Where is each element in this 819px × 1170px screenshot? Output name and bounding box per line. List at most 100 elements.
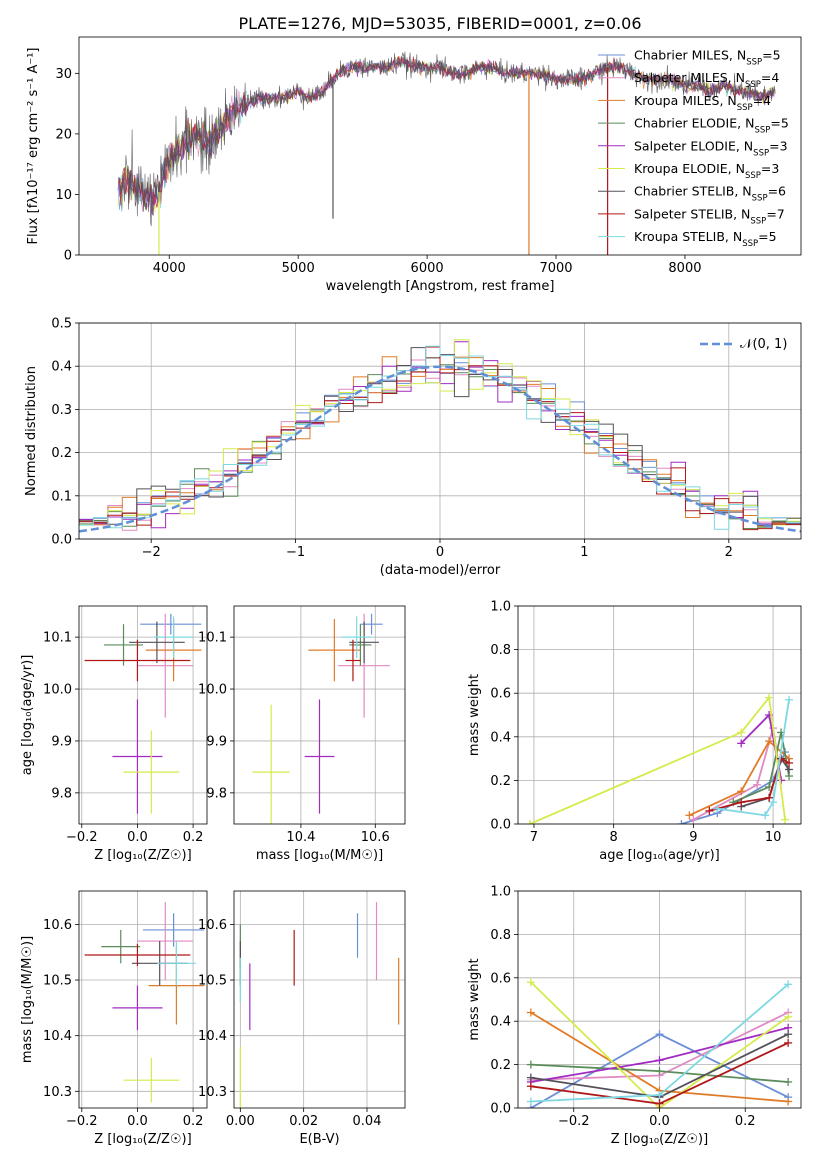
y-axis-label: mass [log₁₀(M/M☉)] xyxy=(20,936,35,1063)
tick-label-x: −0.2 xyxy=(66,830,98,845)
tick-label-y: 0.0 xyxy=(490,818,511,833)
plot-data xyxy=(79,339,801,539)
tick-label-x: 0 xyxy=(436,545,444,560)
plot-data xyxy=(239,902,400,1108)
tick-label-y: 10.4 xyxy=(198,1029,227,1044)
tick-label-y: 0.6 xyxy=(490,687,511,702)
legend-model-name: Chabrier MILES, N xyxy=(634,48,746,63)
tick-label-x: 6000 xyxy=(411,261,444,276)
axes-border xyxy=(517,605,802,825)
tick-label-x: 0.0 xyxy=(127,1114,148,1129)
y-axis-label: mass weight xyxy=(467,674,482,756)
tick-label-y: 0.8 xyxy=(490,643,511,658)
tick-label-y: 1.0 xyxy=(490,600,511,615)
legend-subscript: SSP xyxy=(750,216,766,226)
legend-nssp: =7 xyxy=(766,206,784,221)
gaussian-curve xyxy=(79,365,801,533)
plot-data xyxy=(84,613,202,814)
legend-nssp: =4 xyxy=(761,70,779,85)
tick-label-x: 1 xyxy=(580,545,588,560)
tick-label-y: 10.3 xyxy=(43,1085,72,1100)
tick-label-y: 10.0 xyxy=(198,683,227,698)
tick-label-x: 0.2 xyxy=(183,1114,204,1129)
legend-model-name: Chabrier ELODIE, N xyxy=(634,116,754,131)
tick-label-x: 5000 xyxy=(282,261,315,276)
legend-subscript: SSP xyxy=(752,194,768,204)
plot-data xyxy=(84,902,205,1103)
tick-label-x: 10 xyxy=(765,830,782,845)
plot-data xyxy=(117,51,776,255)
spectrum-line-7 xyxy=(118,55,775,208)
tick-label-y: 9.9 xyxy=(206,734,227,749)
tick-label-x: −0.2 xyxy=(558,1114,590,1129)
grid xyxy=(234,891,405,1108)
tick-label-x: 10.4 xyxy=(286,830,315,845)
tick-label-y: 0.5 xyxy=(51,317,72,332)
tick-label-y: 10.6 xyxy=(198,918,227,933)
axes-frame: −0.2 0.0 0.2 9.8 9.9 10.0 10.1 Z [log₁₀(Z/Z☉)] a… xyxy=(20,605,208,863)
legend-model-name: Kroupa ELODIE, N xyxy=(634,161,745,176)
tick-label-x: 0.2 xyxy=(735,1114,756,1129)
legend-model-name: Kroupa MILES, N xyxy=(634,93,737,108)
legend-entry-6: Chabrier STELIB, NSSP=6 xyxy=(634,184,786,204)
x-axis-label: E(B-V) xyxy=(299,1132,339,1147)
tick-label-y: 0.4 xyxy=(51,360,72,375)
legend-subscript: SSP xyxy=(737,103,753,113)
mass-weight-line-5 xyxy=(530,981,789,1108)
axes-spectrum: 4000 5000 6000 7000 8000 0 10 20 30 wavelength [A… xyxy=(26,36,802,294)
tick-label-y: 0.4 xyxy=(490,1015,511,1030)
y-axis-label: Flux [fλ10⁻¹⁷ erg cm⁻² s⁻¹ A⁻¹] xyxy=(26,48,41,245)
mass-weight-line-3 xyxy=(732,732,790,804)
legend-subscript: SSP xyxy=(745,171,761,181)
legend-entry-5: Kroupa ELODIE, NSSP=3 xyxy=(634,161,779,181)
x-axis-label: Z [log₁₀(Z/Z☉)] xyxy=(611,1132,708,1147)
tick-label-y: 10.5 xyxy=(43,974,72,989)
tick-label-x: 0.00 xyxy=(226,1114,255,1129)
axes-residuals: −2 −1 0 1 2 0.0 0.1 0.2 0.3 0.4 0.5 (data-model)/er… xyxy=(24,317,802,578)
tick-label-y: 0.0 xyxy=(490,1102,511,1117)
legend-subscript: SSP xyxy=(746,58,762,68)
plot-data xyxy=(525,693,794,824)
tick-label-x: 0.0 xyxy=(649,1114,670,1129)
tick-label-x: −2 xyxy=(142,545,161,560)
axes-frame: 7 8 9 10 0.0 0.2 0.4 0.6 0.8 1.0 age [log₁₀(age/yr… xyxy=(467,600,802,863)
legend-nssp: =3 xyxy=(769,138,787,153)
tick-label-y: 10.1 xyxy=(43,631,72,646)
axes-frame: 4000 5000 6000 7000 8000 0 10 20 30 wavelength [A… xyxy=(26,36,802,294)
axes-border xyxy=(78,605,208,825)
axes-frame: 10.4 10.6 9.8 9.9 10.0 10.1 mass [log₁₀(M/M☉)] xyxy=(198,605,406,863)
axes-frame: −0.2 0.0 0.2 10.3 10.4 10.5 10.6 Z [log₁₀(Z/Z☉)… xyxy=(20,890,208,1147)
axes-border xyxy=(78,890,208,1109)
tick-label-y: 0 xyxy=(64,249,72,264)
axes-border xyxy=(78,322,802,540)
legend-nssp: =3 xyxy=(761,161,779,176)
tick-label-y: 10.4 xyxy=(43,1029,72,1044)
axes-border xyxy=(233,890,406,1109)
legend-gaussian-label: 𝒩(0, 1) xyxy=(740,337,787,352)
spectrum-line-6 xyxy=(118,51,776,227)
tick-label-x: 4000 xyxy=(153,261,186,276)
tick-label-x: −0.2 xyxy=(66,1114,98,1129)
tick-label-x: 0.0 xyxy=(127,830,148,845)
plot-data xyxy=(252,613,391,824)
tick-label-x: 0.02 xyxy=(289,1114,318,1129)
legend-subscript: SSP xyxy=(753,148,769,158)
axes-frame: −0.2 0.0 0.2 0.0 0.2 0.4 0.6 0.8 1.0 Z [log₁₀(Z/Z… xyxy=(467,885,802,1147)
mass-weight-line-7 xyxy=(709,757,790,812)
axes-border xyxy=(78,36,802,256)
tick-label-x: 9 xyxy=(689,830,697,845)
legend-entry-2: Kroupa MILES, NSSP=4 xyxy=(634,93,771,113)
grid xyxy=(79,891,207,1108)
x-axis-label: (data-model)/error xyxy=(380,563,501,578)
tick-label-y: 0.3 xyxy=(51,403,72,418)
legend-model-name: Chabrier STELIB, N xyxy=(634,184,752,199)
tick-label-y: 0.2 xyxy=(51,446,72,461)
tick-label-x: −1 xyxy=(286,545,305,560)
tick-label-y: 0.1 xyxy=(51,489,72,504)
axes-mass_weight_vs_age: 7 8 9 10 0.0 0.2 0.4 0.6 0.8 1.0 age [log₁₀(age/yr… xyxy=(467,600,802,863)
tick-label-x: 8000 xyxy=(668,261,701,276)
legend-subscript: SSP xyxy=(742,239,758,249)
axes-frame: −2 −1 0 1 2 0.0 0.1 0.2 0.3 0.4 0.5 (data-model)/er… xyxy=(24,317,802,578)
